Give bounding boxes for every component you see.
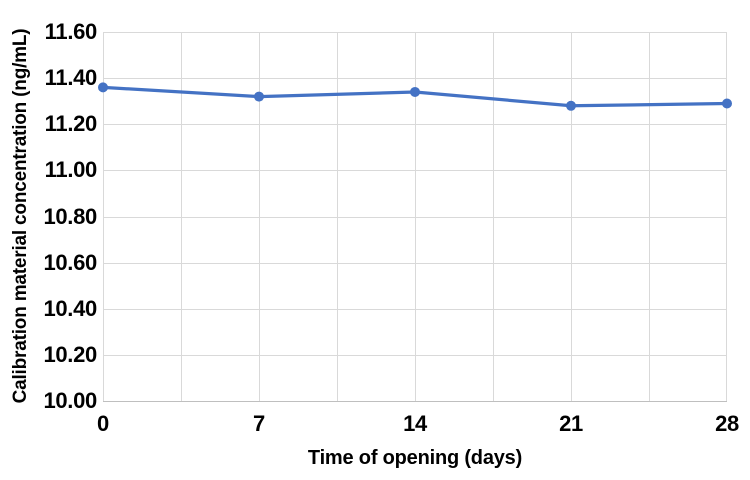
y-tick-label: 10.40 xyxy=(43,295,97,321)
y-tick-label: 11.00 xyxy=(44,157,98,183)
x-tick-label: 7 xyxy=(253,411,265,436)
data-point-marker xyxy=(254,91,264,102)
x-tick-label: 0 xyxy=(97,411,109,436)
vertical-gridline xyxy=(337,32,338,401)
data-point-marker xyxy=(410,86,420,97)
line-series xyxy=(98,82,732,111)
x-tick-label: 21 xyxy=(559,411,583,436)
y-tick-label: 10.60 xyxy=(43,249,97,275)
y-tick-label: 10.80 xyxy=(43,203,97,229)
vertical-gridline xyxy=(103,32,104,401)
vertical-gridline xyxy=(726,32,727,401)
y-tick-label: 11.20 xyxy=(44,111,98,137)
data-point-marker xyxy=(98,82,108,93)
x-axis-title: Time of opening (days) xyxy=(307,447,523,469)
x-tick-label: 14 xyxy=(403,411,427,436)
vertical-gridline xyxy=(181,32,182,401)
data-point-marker xyxy=(566,100,576,111)
y-tick-label: 10.20 xyxy=(43,341,97,367)
vertical-gridline xyxy=(493,32,494,401)
vertical-gridline xyxy=(571,32,572,401)
vertical-gridline xyxy=(649,32,650,401)
x-tick-label: 28 xyxy=(715,411,739,436)
y-tick-label: 10.00 xyxy=(43,388,97,413)
vertical-gridline xyxy=(259,32,260,401)
vertical-gridline xyxy=(415,32,416,401)
data-point-marker xyxy=(722,98,732,109)
y-tick-label: 11.60 xyxy=(44,19,98,44)
plot-area xyxy=(98,32,732,402)
y-tick-label: 11.40 xyxy=(44,65,98,91)
